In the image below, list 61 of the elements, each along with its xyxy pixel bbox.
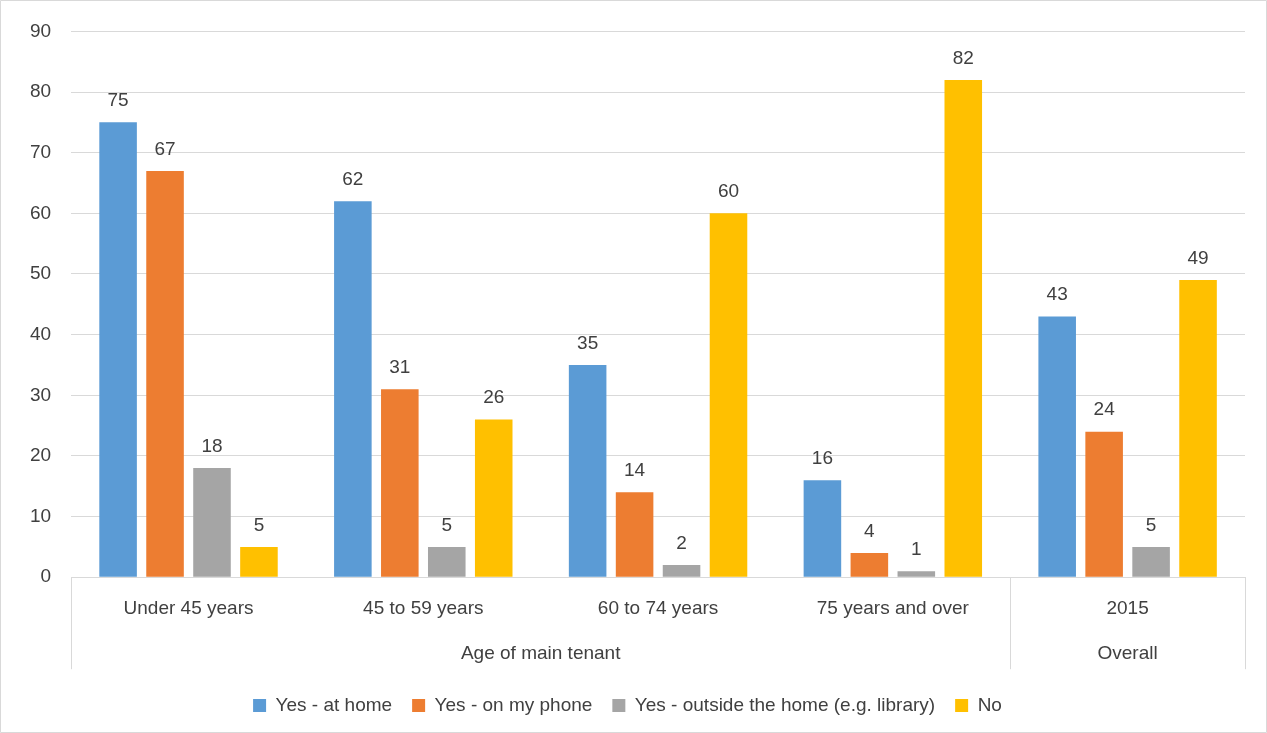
y-tick-label: 80 [29,80,52,102]
bar [1085,431,1123,577]
y-tick-label: 10 [29,504,52,526]
legend-label: Yes - at home [275,693,393,715]
data-label: 60 [717,180,740,202]
bar [850,552,889,577]
bar [99,122,137,577]
data-label: 18 [201,434,223,456]
bar [193,468,231,577]
bar [803,480,842,577]
x-tick-label: Under 45 years [123,596,254,618]
bar [1038,316,1076,577]
data-label: 49 [1187,246,1209,268]
data-label: 67 [154,137,176,159]
y-tick-label: 0 [40,565,52,587]
data-label: 4 [864,519,876,541]
y-tick-label: 30 [29,383,52,405]
x-tick-label: 75 years and over [816,596,970,618]
legend-label: Yes - on my phone [434,693,593,715]
data-label: 5 [1145,513,1157,535]
data-label: 2 [676,531,687,553]
data-label: 43 [1046,283,1068,305]
data-label: 35 [577,331,599,353]
text: Age of main tenant [460,642,622,664]
bar [944,79,983,577]
y-tick-label: 60 [29,201,52,223]
y-tick-label: 90 [29,19,52,41]
bar [615,492,654,577]
bar [897,571,936,577]
bar [662,565,701,577]
data-label: 62 [342,167,364,189]
data-label: 16 [811,446,833,468]
data-label: 5 [253,513,265,535]
bar [146,170,184,577]
bar [474,419,513,577]
legend-label: No [977,693,1002,715]
data-label: 5 [441,513,453,535]
legend-label: Yes - outside the home (e.g. library) [634,693,936,715]
data-label: 26 [483,386,505,408]
bar [240,546,278,577]
x-tick-label: 60 to 74 years [597,596,719,618]
bar [427,546,466,577]
y-tick-label: 40 [29,322,52,344]
bar [709,213,748,577]
x-tick-label: 2015 [1106,596,1149,618]
data-label: 31 [389,355,411,377]
bar [568,364,607,577]
data-label: 1 [911,537,922,559]
bar [1179,280,1217,577]
data-label: 82 [952,46,974,68]
x-tick-label: 45 to 59 years [363,596,484,618]
text: Overall [1097,642,1158,664]
data-label: 75 [107,89,129,111]
y-tick-label: 50 [29,262,52,284]
bar [334,201,372,577]
data-label: 24 [1093,398,1116,420]
y-tick-label: 20 [29,444,52,466]
y-tick-label: 70 [29,140,52,162]
data-label: 14 [624,459,646,481]
bar [381,389,419,577]
bar [1132,546,1170,577]
